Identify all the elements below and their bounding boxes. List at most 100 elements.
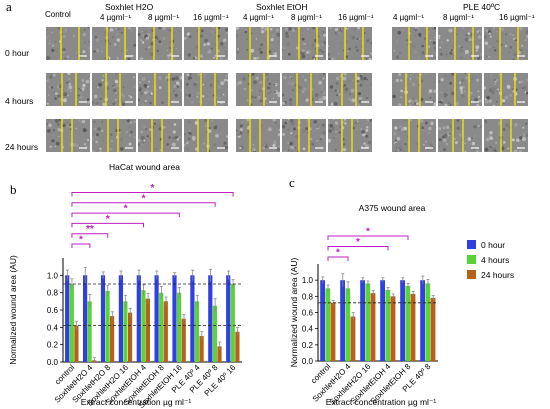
column-header: 4 µgml⁻¹ xyxy=(100,13,132,22)
cell-speck xyxy=(428,126,432,131)
cell-speck xyxy=(334,148,337,151)
cell-speck xyxy=(289,141,293,146)
cell-speck xyxy=(328,58,330,60)
significance-label: ** xyxy=(86,224,94,235)
cell-speck xyxy=(342,76,347,81)
cell-speck xyxy=(270,37,274,42)
cell-speck xyxy=(399,125,402,128)
significance-label: * xyxy=(106,214,110,225)
bar xyxy=(212,305,217,362)
cell-speck xyxy=(351,98,356,103)
cell-speck xyxy=(511,76,513,78)
bar xyxy=(430,297,436,361)
cell-speck xyxy=(138,33,141,36)
cell-speck xyxy=(439,46,442,49)
cell-speck xyxy=(92,74,94,77)
bar xyxy=(159,292,164,362)
cell-speck xyxy=(334,89,337,92)
group-header: Soxhlet EtOH xyxy=(256,2,308,12)
cell-speck xyxy=(467,137,472,141)
cell-speck xyxy=(448,125,452,129)
cell-speck xyxy=(409,40,412,43)
cell-speck xyxy=(150,42,154,46)
cell-speck xyxy=(113,85,117,89)
cell-speck xyxy=(147,85,150,88)
cell-speck xyxy=(284,27,289,31)
cell-speck xyxy=(226,32,228,34)
cell-speck xyxy=(397,129,400,131)
cell-speck xyxy=(335,76,340,81)
cell-speck xyxy=(112,36,115,39)
cell-speck xyxy=(311,43,315,48)
cell-speck xyxy=(263,27,268,31)
cell-speck xyxy=(476,78,480,82)
cell-speck xyxy=(411,44,416,48)
cell-speck xyxy=(464,49,469,54)
cell-speck xyxy=(156,49,159,52)
cell-speck xyxy=(54,119,59,123)
cell-speck xyxy=(525,78,528,82)
cell-speck xyxy=(339,125,342,128)
cell-speck xyxy=(488,55,491,59)
cell-speck xyxy=(146,73,150,75)
cell-speck xyxy=(346,40,349,43)
cell-speck xyxy=(161,101,165,105)
cell-speck xyxy=(58,27,61,30)
cell-speck xyxy=(421,79,424,82)
cell-speck xyxy=(460,57,462,59)
bar xyxy=(410,293,416,361)
cell-speck xyxy=(47,29,49,31)
x-axis-label: Extract concentration µg ml⁻¹ xyxy=(81,397,192,407)
cell-speck xyxy=(418,56,420,59)
cell-speck xyxy=(204,124,208,128)
cell-speck xyxy=(102,74,105,77)
cell-speck xyxy=(111,58,114,60)
cell-speck xyxy=(81,40,85,44)
cell-speck xyxy=(134,121,136,123)
cell-speck xyxy=(305,127,308,131)
cell-speck xyxy=(418,33,422,37)
cell-speck xyxy=(458,45,460,48)
cell-speck xyxy=(241,27,244,29)
cell-speck xyxy=(186,73,190,77)
cell-speck xyxy=(265,73,269,76)
cell-speck xyxy=(214,54,217,57)
cell-speck xyxy=(272,143,276,148)
cell-speck xyxy=(149,101,152,105)
cell-speck xyxy=(166,49,168,51)
cell-speck xyxy=(148,46,151,49)
cell-speck xyxy=(292,146,295,149)
cell-speck xyxy=(130,50,132,52)
cell-speck xyxy=(356,49,359,52)
cell-speck xyxy=(403,126,407,131)
cell-speck xyxy=(449,81,453,85)
cell-speck xyxy=(334,32,337,35)
cell-speck xyxy=(275,28,279,32)
cell-speck xyxy=(285,33,290,38)
cell-speck xyxy=(133,136,136,139)
cell-speck xyxy=(486,96,489,100)
cell-speck xyxy=(240,132,243,135)
cell-speck xyxy=(329,85,334,89)
cell-speck xyxy=(427,52,429,54)
bar xyxy=(163,301,168,362)
cell-speck xyxy=(120,147,124,151)
cell-speck xyxy=(125,49,128,52)
cell-speck xyxy=(250,32,253,35)
cell-speck xyxy=(394,126,398,130)
cell-speck xyxy=(301,90,305,94)
cell-speck xyxy=(220,132,222,135)
cell-speck xyxy=(51,139,55,143)
micrograph-tile xyxy=(392,27,436,60)
cell-speck xyxy=(522,126,525,129)
micrograph-tile xyxy=(282,27,326,60)
cell-speck xyxy=(174,136,178,140)
y-tick-label: 0.2 xyxy=(47,341,59,350)
cell-speck xyxy=(343,85,345,88)
cell-speck xyxy=(239,146,242,149)
bar xyxy=(118,275,123,362)
cell-speck xyxy=(253,57,257,60)
cell-speck xyxy=(122,94,126,99)
cell-speck xyxy=(220,81,225,86)
cell-speck xyxy=(439,145,441,147)
